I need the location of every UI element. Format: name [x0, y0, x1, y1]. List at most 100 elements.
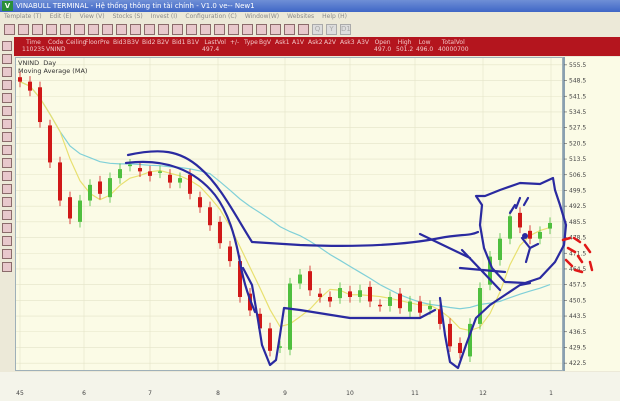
drawing-tool-icon[interactable]	[2, 106, 12, 116]
toolbar-letter-button[interactable]: Y	[326, 24, 337, 35]
price-axis	[563, 57, 620, 371]
drawing-tool-icon[interactable]	[2, 119, 12, 129]
export-icon[interactable]	[270, 24, 281, 35]
menu-item[interactable]: Configuration (C)	[185, 13, 237, 20]
drawing-tool-icon[interactable]	[2, 145, 12, 155]
candle	[418, 301, 422, 313]
save-icon[interactable]	[32, 24, 43, 35]
toolbar-letter-button[interactable]: Q	[312, 24, 323, 35]
quote-header: BgV	[259, 39, 272, 46]
page-icon[interactable]	[284, 24, 295, 35]
settings-icon[interactable]	[228, 24, 239, 35]
drawing-tool-icon[interactable]	[2, 132, 12, 142]
y-tick-label: 520.5	[569, 140, 586, 147]
drawing-tool-icon[interactable]	[2, 80, 12, 90]
cat-drawing-stroke	[126, 150, 480, 247]
print-icon[interactable]	[46, 24, 57, 35]
drawing-tool-icon[interactable]	[2, 223, 12, 233]
bars-icon[interactable]	[186, 24, 197, 35]
candle	[258, 313, 262, 329]
panel-icon[interactable]	[172, 24, 183, 35]
time-axis-bar	[0, 372, 620, 401]
quote-header: B3V	[127, 39, 140, 46]
toolbar: Q Y D1	[0, 22, 620, 37]
info-icon[interactable]	[242, 24, 253, 35]
quote-value: 497.4	[202, 46, 220, 53]
menu-item[interactable]: View (V)	[79, 13, 105, 20]
zoom-icon[interactable]	[60, 24, 71, 35]
layout-icon[interactable]	[88, 24, 99, 35]
open-icon[interactable]	[18, 24, 29, 35]
x-tick-label: 1	[549, 390, 553, 397]
candle	[298, 274, 302, 284]
window-icon[interactable]	[102, 24, 113, 35]
candle	[58, 162, 62, 201]
quote-value: VNIND	[46, 46, 66, 53]
x-tick-label: 9	[283, 390, 287, 397]
menu-item[interactable]: Stocks (S)	[112, 13, 143, 20]
drawing-tool-icon[interactable]	[2, 184, 12, 194]
y-tick-label: 555.5	[569, 62, 586, 69]
drawing-tool-icon[interactable]	[2, 67, 12, 77]
menu-item[interactable]: Invest (I)	[150, 13, 178, 20]
quote-header: Ask2	[308, 39, 323, 46]
menu-item[interactable]: Help (H)	[322, 13, 347, 20]
drawing-tool-icon[interactable]	[2, 210, 12, 220]
candle	[548, 222, 552, 229]
menu-item[interactable]: Window(W)	[244, 13, 280, 20]
menu-item[interactable]: Template (T)	[4, 13, 42, 20]
quote-header: Pre	[100, 39, 110, 46]
drawing-tool-icon[interactable]	[2, 158, 12, 168]
drawing-tool-icon[interactable]	[2, 54, 12, 64]
line-icon[interactable]	[200, 24, 211, 35]
cat-drawing-stroke	[241, 266, 437, 367]
quote-column: Floor	[85, 39, 100, 46]
quote-column: A2V	[324, 39, 336, 46]
quote-value: 40000700	[438, 46, 469, 53]
x-tick-label: 7	[148, 390, 152, 397]
chart-icon[interactable]	[74, 24, 85, 35]
quote-column: Last 497.4	[202, 39, 219, 53]
grid-icon[interactable]	[158, 24, 169, 35]
y-tick-label: 464.5	[569, 266, 586, 273]
quote-column: Ask2	[308, 39, 323, 46]
menu-bar: Template (T) Edit (E) View (V) Stocks (S) In…	[0, 12, 620, 22]
candle-icon[interactable]	[214, 24, 225, 35]
x-tick-label: 12	[479, 390, 487, 397]
cat-drawing-stroke	[508, 196, 530, 215]
list-icon[interactable]	[144, 24, 155, 35]
new-icon[interactable]	[4, 24, 15, 35]
candle	[448, 323, 452, 347]
alert-icon[interactable]	[256, 24, 267, 35]
drawing-tool-icon[interactable]	[2, 93, 12, 103]
candle	[388, 296, 392, 306]
chart-symbol-line: VNIND Day	[18, 59, 56, 67]
quote-column: Ask1	[275, 39, 290, 46]
quote-column: Code VNIND	[46, 39, 65, 53]
y-tick-label: 541.5	[569, 93, 586, 100]
candle	[128, 164, 132, 167]
quote-column: Ask3	[340, 39, 355, 46]
drawing-tool-icon[interactable]	[2, 41, 12, 51]
quote-column: B3V	[127, 39, 139, 46]
menu-item[interactable]: Websites	[287, 13, 315, 20]
y-tick-label: 471.5	[569, 250, 586, 257]
split-icon[interactable]	[116, 24, 127, 35]
drawing-tool-icon[interactable]	[2, 249, 12, 259]
drawing-tool-icon[interactable]	[2, 236, 12, 246]
candle	[18, 77, 22, 82]
book-icon[interactable]	[298, 24, 309, 35]
quote-header: B2V	[157, 39, 170, 46]
drawing-tool-icon[interactable]	[2, 262, 12, 272]
candle	[398, 293, 402, 309]
quote-header: Bid3	[113, 39, 127, 46]
menu-item[interactable]: Edit (E)	[49, 13, 72, 20]
quote-column: Vol	[217, 39, 226, 46]
drawing-tool-icon[interactable]	[2, 171, 12, 181]
toolbar-letter-button[interactable]: D1	[340, 24, 351, 35]
drawing-tool-icon[interactable]	[2, 197, 12, 207]
quote-column: Time 110235	[22, 39, 45, 53]
cat-eye-mark	[522, 233, 528, 239]
table-icon[interactable]	[130, 24, 141, 35]
candle	[268, 328, 272, 351]
